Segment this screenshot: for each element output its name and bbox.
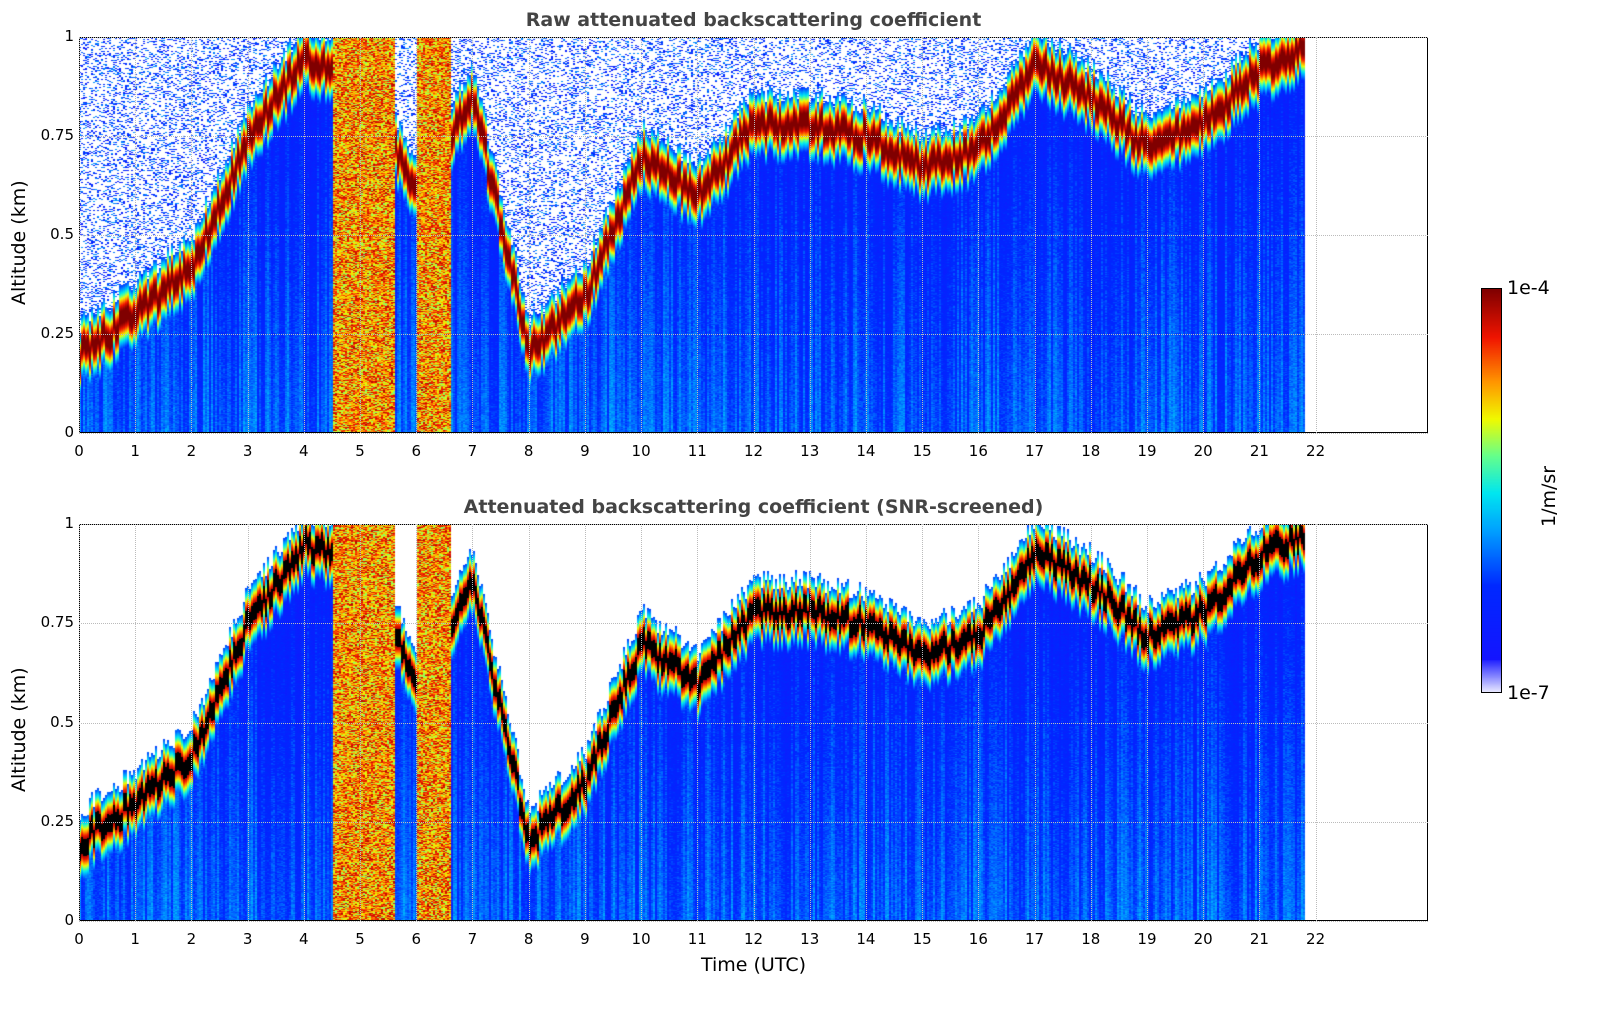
x-tick-label: 20 [1193, 930, 1213, 948]
x-tick-label: 21 [1249, 442, 1269, 460]
x-tick-label: 20 [1193, 442, 1213, 460]
x-tick-label: 11 [687, 442, 707, 460]
plot-1-title: Raw attenuated backscattering coefficien… [525, 9, 982, 31]
x-tick-label: 17 [1024, 442, 1045, 460]
y-gridline [79, 524, 1428, 525]
x-tick-label: 7 [467, 930, 478, 948]
x-tick-label: 2 [186, 930, 197, 948]
x-tick-label: 0 [74, 442, 84, 460]
y-tick-label: 1 [64, 27, 74, 45]
x-tick-label: 4 [299, 930, 309, 948]
y-gridline [79, 433, 1428, 434]
x-tick-label: 8 [523, 930, 534, 948]
x-tick-label: 12 [743, 442, 764, 460]
y-gridline [79, 37, 1428, 38]
x-tick-label: 12 [743, 930, 764, 948]
x-tick-label: 22 [1306, 442, 1326, 460]
colorbar-min-label: 1e-7 [1507, 682, 1550, 704]
colorbar-label: 1/m/sr [1538, 465, 1560, 527]
y-gridline [79, 722, 1428, 724]
x-tick-label: 10 [631, 930, 651, 948]
x-tick-label: 9 [580, 442, 590, 460]
y-gridline [79, 623, 1428, 625]
x-tick-label: 15 [912, 442, 932, 460]
x-tick-label: 6 [411, 442, 422, 460]
x-tick-label: 11 [687, 930, 707, 948]
x-tick-label: 15 [912, 930, 932, 948]
x-tick-label: 1 [130, 930, 140, 948]
x-tick-label: 13 [800, 930, 820, 948]
x-tick-label: 8 [523, 442, 534, 460]
x-tick-label: 17 [1024, 930, 1045, 948]
colorbar-max-label: 1e-4 [1507, 277, 1550, 299]
y-tick-label: 0.25 [40, 324, 74, 342]
x-tick-label: 4 [299, 442, 309, 460]
y-tick-label: 1 [64, 514, 74, 532]
x-tick-label: 5 [355, 930, 365, 948]
y-tick-label: 0.75 [40, 126, 74, 144]
x-tick-label: 13 [800, 442, 820, 460]
y-gridline [79, 334, 1428, 335]
y-tick-label: 0.75 [40, 613, 74, 632]
x-tick-label: 16 [968, 930, 988, 948]
x-tick-label: 14 [856, 442, 876, 460]
y-tick-label: 0.5 [50, 712, 74, 731]
x-tick-label: 19 [1137, 442, 1157, 460]
y-tick-label: 0 [64, 911, 74, 929]
x-tick-label: 5 [355, 442, 365, 460]
y-tick-label: 0 [64, 423, 74, 441]
x-axis-label: Time (UTC) [700, 954, 807, 976]
colorbar [1481, 288, 1502, 693]
y-gridline [79, 235, 1428, 236]
x-tick-label: 7 [467, 442, 478, 460]
x-tick-label: 10 [631, 442, 651, 460]
y-tick-label: 0.25 [40, 811, 74, 830]
x-tick-label: 1 [130, 442, 140, 460]
x-tick-label: 18 [1081, 442, 1101, 460]
plot-2-title: Attenuated backscattering coefficient (S… [463, 496, 1044, 518]
x-tick-label: 22 [1306, 930, 1326, 948]
x-tick-label: 9 [580, 930, 590, 948]
x-tick-label: 0 [74, 930, 84, 948]
y-gridline [79, 136, 1428, 137]
x-tick-label: 3 [242, 930, 253, 948]
x-tick-label: 19 [1137, 930, 1157, 948]
x-tick-label: 21 [1249, 930, 1269, 948]
x-tick-label: 3 [242, 442, 253, 460]
x-tick-label: 16 [968, 442, 988, 460]
x-tick-label: 2 [186, 442, 197, 460]
x-tick-label: 14 [856, 930, 876, 948]
y-gridline [79, 821, 1428, 823]
x-tick-label: 18 [1081, 930, 1101, 948]
x-tick-label: 6 [411, 930, 422, 948]
y-tick-label: 0.5 [50, 225, 74, 243]
y-gridline [79, 921, 1428, 922]
